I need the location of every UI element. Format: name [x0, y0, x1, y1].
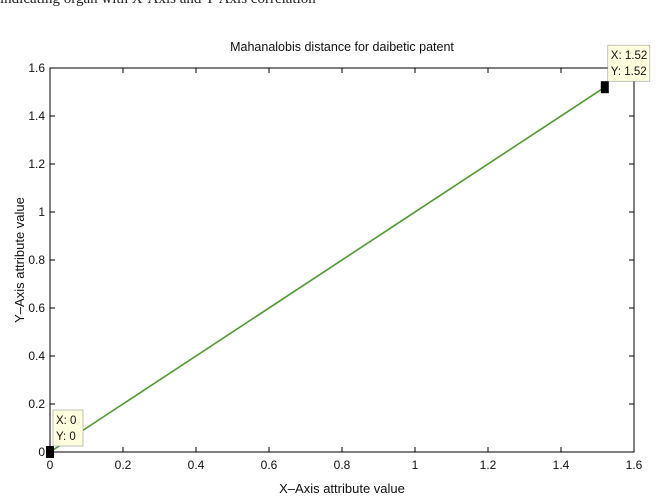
x-tick-label: 0.4	[188, 458, 205, 472]
x-tick-label: 1.4	[553, 458, 570, 472]
y-tick-label: 1.6	[28, 61, 45, 75]
x-tick-label: 1	[412, 458, 419, 472]
datatip-y-text: Y: 1.52	[611, 66, 647, 78]
x-tick-label: 0.6	[261, 458, 278, 472]
datatip-marker[interactable]	[600, 81, 609, 94]
datatip-box	[607, 44, 651, 82]
caption-fragment: indicating organ with X-Axis and Y-Axis …	[0, 0, 657, 9]
datatip-box	[52, 409, 84, 447]
y-tick-label: 0.2	[28, 397, 45, 411]
datatip-x-text: X: 0	[56, 415, 76, 427]
datatip-marker[interactable]	[46, 446, 54, 458]
series-layer	[49, 86, 606, 453]
y-tick-label: 0.6	[28, 301, 45, 315]
series-line	[49, 86, 606, 453]
y-tick-label: 1	[38, 205, 45, 219]
y-tick-label: 0.4	[28, 349, 45, 363]
datatip[interactable]: X: 0 Y: 0	[46, 409, 84, 458]
y-axis-title: Y–Axis attribute value	[12, 197, 27, 323]
x-tick-label: 1.6	[626, 458, 643, 472]
x-tick-label: 0.8	[334, 458, 351, 472]
x-tick-label: 0.2	[115, 458, 132, 472]
datatip-x-text: X: 1.52	[611, 50, 647, 62]
datatip[interactable]: X: 1.52 Y: 1.52	[600, 44, 651, 94]
x-tick-label: 1.2	[480, 458, 497, 472]
y-tick-label: 0	[38, 445, 45, 459]
axis-ticks: 0 0.2 0.4 0.6 0.8 1 1.2 1.4 1.6 0 0.2 0.4 0.6 0.8 1 1.2…	[28, 61, 642, 472]
y-tick-label: 0.8	[28, 253, 45, 267]
datatips-layer[interactable]: X: 0 Y: 0 X: 1.52 Y: 1.52	[46, 44, 651, 458]
y-tick-label: 1.2	[28, 157, 45, 171]
chart-title: Mahanalobis distance for daibetic patent	[230, 40, 454, 54]
y-tick-label: 1.4	[28, 109, 45, 123]
x-tick-label: 0	[47, 458, 54, 472]
datatip-y-text: Y: 0	[56, 431, 76, 443]
x-axis-title: X–Axis attribute value	[279, 481, 405, 496]
